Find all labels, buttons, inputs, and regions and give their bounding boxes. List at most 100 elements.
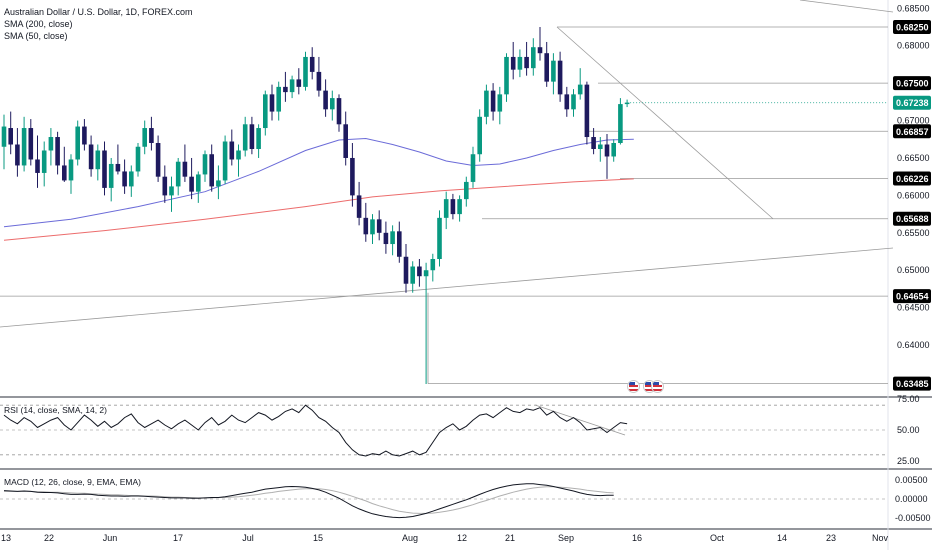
candle-body <box>102 150 107 188</box>
candle-body <box>497 94 503 112</box>
candle-body <box>222 141 228 181</box>
candle-body <box>430 259 436 271</box>
sma50-line <box>3 137 634 228</box>
candle-body <box>162 176 168 196</box>
rsi-tick-label: 25.00 <box>897 456 920 466</box>
sma200-legend[interactable]: SMA (200, close) <box>4 19 73 29</box>
candle-body <box>397 231 402 257</box>
candle-body <box>537 47 543 54</box>
candle-body <box>149 128 154 144</box>
candle-body <box>477 116 482 155</box>
price-level-label: 0.64654 <box>896 292 929 302</box>
candle-body <box>390 231 395 245</box>
candle-body <box>370 219 375 235</box>
price-level-badge <box>893 124 931 139</box>
candle-body <box>450 199 456 215</box>
candle-body <box>350 157 355 196</box>
candle-body <box>323 90 328 110</box>
candle-body <box>135 146 141 172</box>
candle-body <box>303 56 308 87</box>
candle-body <box>263 94 268 129</box>
candle-body <box>35 159 40 173</box>
us-event-flag-icon[interactable] <box>627 380 640 393</box>
candle-body <box>62 165 67 181</box>
candle-body <box>8 128 13 145</box>
candle-body <box>598 144 603 149</box>
candle-body <box>464 181 469 200</box>
time-tick-label: 16 <box>632 533 642 543</box>
symbol-title[interactable]: Australian Dollar / U.S. Dollar, 1D, FOR… <box>4 7 193 17</box>
rsi-legend[interactable]: RSI (14, close, SMA, 14, 2) <box>4 405 107 415</box>
rsi-tick-label: 75.00 <box>897 394 920 404</box>
candle-body <box>343 124 348 158</box>
descending-trendline <box>556 26 774 220</box>
candle-body <box>410 266 415 284</box>
candle-body <box>21 128 27 166</box>
candle-body <box>283 86 288 93</box>
chart-legend: Australian Dollar / U.S. Dollar, 1D, FOR… <box>4 6 193 42</box>
price-level-badge <box>893 289 931 304</box>
candle-body <box>423 270 429 277</box>
candle-body <box>524 56 529 69</box>
candle-body <box>142 128 147 147</box>
macd-tick-label: 0.00000 <box>895 494 928 504</box>
candle-body <box>470 154 476 182</box>
rsi-line <box>3 404 628 457</box>
time-tick-label: 12 <box>457 533 467 543</box>
time-tick-label: 22 <box>44 533 54 543</box>
candle-body <box>75 126 80 160</box>
macd-legend[interactable]: MACD (12, 26, close, 9, EMA, EMA) <box>4 477 141 487</box>
candle-body <box>82 126 87 145</box>
candle-body <box>249 124 255 149</box>
candle-body <box>95 150 101 170</box>
price-level-badge <box>893 211 931 226</box>
sma50-legend[interactable]: SMA (50, close) <box>4 31 68 41</box>
candle-body <box>289 79 295 93</box>
candle-body <box>55 137 60 166</box>
candle-body <box>169 186 174 196</box>
candle-body <box>437 217 442 260</box>
candle-body <box>202 154 208 175</box>
price-tick-label: 0.66500 <box>897 153 930 163</box>
current-price-label: 0.67238 <box>896 98 929 108</box>
candle-body <box>189 176 194 192</box>
current-price-badge <box>893 95 931 110</box>
price-tick-label: 0.65500 <box>897 228 930 238</box>
candle-body <box>457 199 462 215</box>
time-tick-label: 23 <box>826 533 836 543</box>
candle-body <box>577 84 583 95</box>
candle-body <box>624 102 630 105</box>
candle-body <box>383 232 389 245</box>
candle-body <box>155 143 161 177</box>
candle-body <box>363 217 369 235</box>
candle-body <box>591 137 596 149</box>
time-axis[interactable]: 13 22 Jun 17 Jul 15 Aug 12 21 Sep 16 Oct 14 23 Nov <box>1 533 889 543</box>
candle-body <box>269 94 275 112</box>
us-event-flag-icon[interactable] <box>651 380 664 393</box>
candle-body <box>182 161 188 177</box>
time-tick-label: Oct <box>710 533 725 543</box>
price-level-badge <box>893 171 931 186</box>
candle-body <box>216 180 221 187</box>
candle-body <box>517 56 523 70</box>
price-tick-label: 0.67000 <box>897 116 930 126</box>
price-level-label: 0.67500 <box>896 79 929 89</box>
macd-line <box>3 483 614 519</box>
candle-body <box>330 98 335 110</box>
candle-body <box>564 94 570 110</box>
time-tick-label: 17 <box>173 533 183 543</box>
price-tick-label: 0.65000 <box>897 265 930 275</box>
candle-body <box>209 154 214 187</box>
price-level-label: 0.63485 <box>896 379 929 389</box>
candle-body <box>571 94 576 110</box>
time-tick-label: 21 <box>505 533 515 543</box>
price-level-label: 0.68250 <box>896 23 929 33</box>
candle-body <box>356 195 362 218</box>
candle-body <box>376 219 382 233</box>
candle-body <box>584 84 590 138</box>
candle-body <box>403 256 409 284</box>
candle-body <box>531 47 536 69</box>
rsi-pane <box>0 404 888 457</box>
candle-body <box>551 60 556 82</box>
